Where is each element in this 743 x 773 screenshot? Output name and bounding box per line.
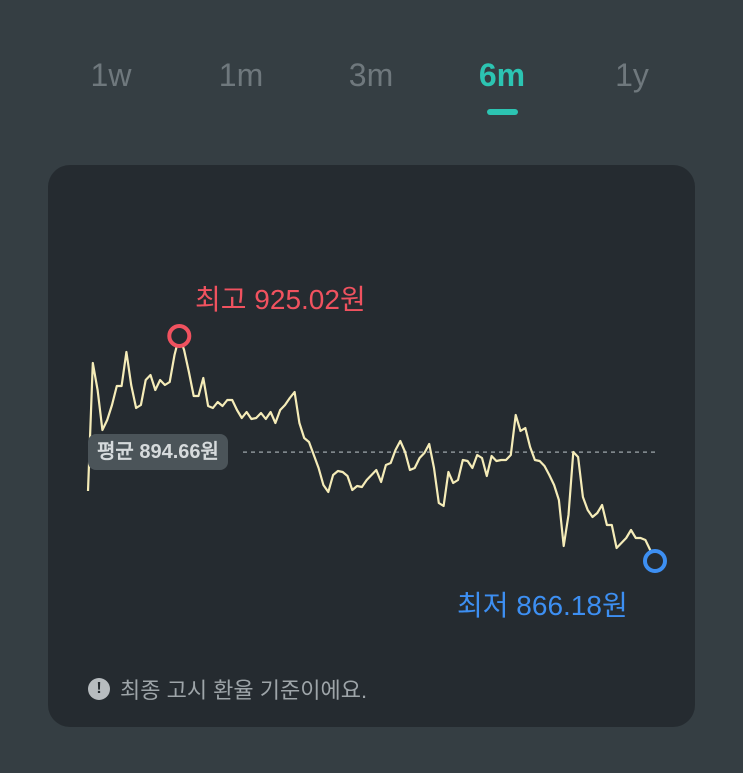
tab-6m[interactable]: 6m bbox=[447, 50, 557, 115]
active-tab-indicator bbox=[487, 109, 518, 115]
tab-label: 1m bbox=[218, 57, 264, 93]
footer-note: ! 최종 고시 환율 기준이에요. bbox=[88, 673, 367, 705]
note-text: 최종 고시 환율 기준이에요. bbox=[120, 678, 368, 703]
tab-1w[interactable]: 1w bbox=[56, 50, 166, 100]
tab-3m[interactable]: 3m bbox=[316, 50, 426, 100]
max-label: 최고 925.02원 bbox=[195, 284, 366, 315]
tab-1m[interactable]: 1m bbox=[186, 50, 296, 100]
max-point bbox=[167, 324, 192, 348]
tab-label: 1y bbox=[615, 57, 649, 93]
min-label: 최저 866.18원 bbox=[457, 590, 628, 621]
exclamation-circle-icon: ! bbox=[88, 678, 110, 700]
average-label: 평균 894.66원 bbox=[88, 434, 228, 470]
tab-label: 1w bbox=[90, 57, 132, 93]
period-tabs: 1w 1m 3m 6m 1y bbox=[45, 50, 698, 120]
tab-1y[interactable]: 1y bbox=[577, 50, 687, 100]
tab-label: 6m bbox=[478, 57, 526, 93]
tab-label: 3m bbox=[348, 57, 394, 93]
min-point bbox=[643, 549, 667, 573]
